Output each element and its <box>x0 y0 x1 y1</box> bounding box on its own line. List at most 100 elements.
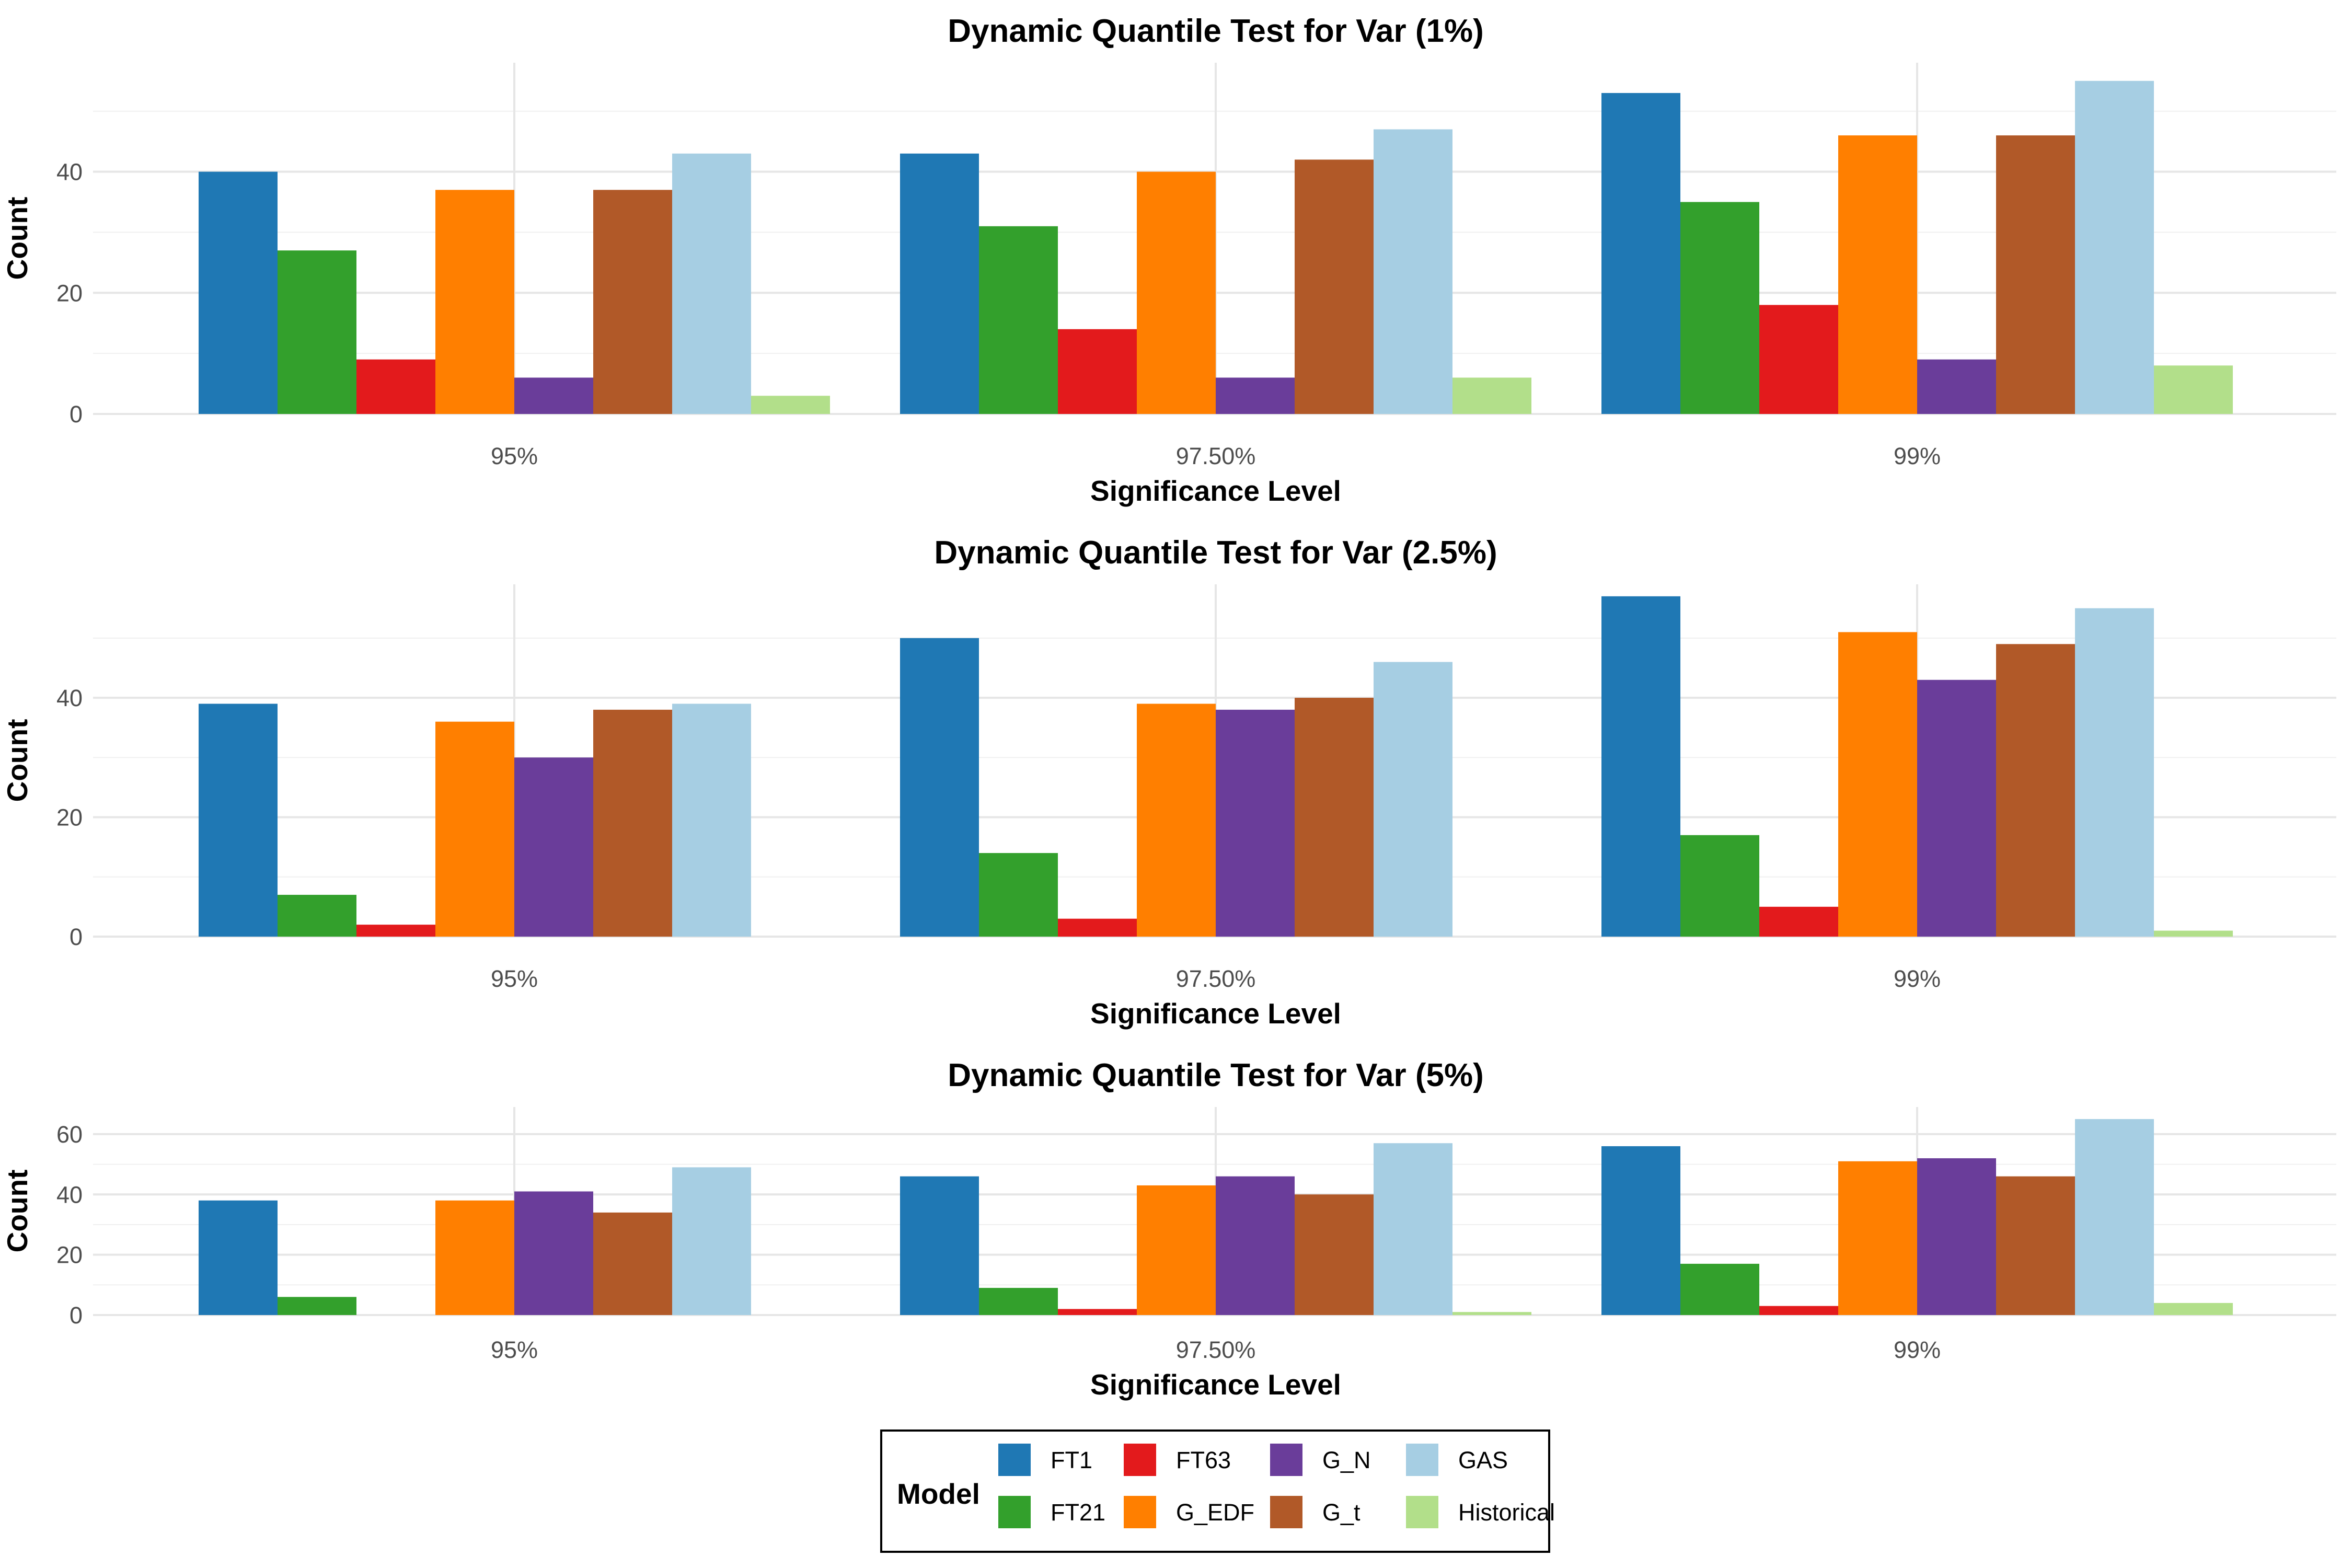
x-tick-label: 99% <box>1894 443 1941 469</box>
y-tick-label: 20 <box>56 1242 83 1269</box>
bar-G_t-95% <box>593 190 672 414</box>
bar-FT1-97.50% <box>900 638 979 937</box>
x-tick-label: 97.50% <box>1176 965 1256 992</box>
bar-FT63-99% <box>1759 1306 1838 1315</box>
bar-FT21-99% <box>1680 835 1759 937</box>
x-axis-title: Significance Level <box>1090 997 1341 1030</box>
y-tick-label: 20 <box>56 280 83 306</box>
legend-label-FT63: FT63 <box>1176 1447 1231 1473</box>
y-tick-label: 60 <box>56 1121 83 1148</box>
legend-swatch-G_N <box>1270 1444 1302 1476</box>
legend-swatch-GAS <box>1406 1444 1438 1476</box>
bar-G_EDF-97.50% <box>1137 171 1216 414</box>
bar-G_N-95% <box>514 757 593 937</box>
bar-FT21-97.50% <box>979 853 1058 937</box>
bar-Historical-97.50% <box>1452 377 1531 414</box>
x-tick-label: 97.50% <box>1176 443 1256 469</box>
legend-label-Historical: Historical <box>1458 1499 1555 1526</box>
bar-FT1-99% <box>1601 596 1680 937</box>
bar-Historical-99% <box>2154 365 2233 414</box>
chart-panel-2: 0 20 40 95% 97.50% 99% Dynamic Quantile Test f… <box>1 535 2336 1030</box>
bar-FT63-97.50% <box>1058 329 1137 414</box>
y-axis-title: Count <box>1 719 33 802</box>
bar-G_N-99% <box>1917 359 1996 414</box>
bar-GAS-97.50% <box>1374 129 1452 414</box>
bar-FT21-95% <box>278 895 356 937</box>
bar-FT63-99% <box>1759 906 1838 937</box>
y-tick-label: 40 <box>56 1181 83 1208</box>
bar-G_EDF-95% <box>435 190 514 414</box>
legend-label-FT21: FT21 <box>1051 1499 1105 1526</box>
x-tick-label: 97.50% <box>1176 1336 1256 1363</box>
chart-title: Dynamic Quantile Test for Var (1%) <box>948 13 1484 49</box>
bar-G_t-99% <box>1996 135 2075 414</box>
x-tick-label: 99% <box>1894 965 1941 992</box>
bar-G_EDF-99% <box>1838 1161 1917 1315</box>
legend-label-GAS: GAS <box>1458 1447 1508 1473</box>
bar-GAS-95% <box>672 153 751 414</box>
legend: Model FT1 FT21 FT63 G_EDF G_N G_t GAS Historica… <box>880 1429 1555 1553</box>
bar-FT1-95% <box>199 171 278 414</box>
bar-GAS-95% <box>672 1167 751 1315</box>
x-tick-label: 95% <box>491 443 538 469</box>
chart-panels: 0 20 40 95% 97.50% 99% Dynamic Quantile Test f… <box>1 13 2336 1401</box>
legend-label-G_N: G_N <box>1322 1447 1371 1473</box>
legend-label-G_t: G_t <box>1322 1499 1361 1526</box>
bar-FT21-95% <box>278 250 356 414</box>
bar-G_t-97.50% <box>1295 1194 1374 1315</box>
bar-FT63-97.50% <box>1058 1309 1137 1315</box>
legend-swatch-G_t <box>1270 1496 1302 1528</box>
bar-G_N-99% <box>1917 679 1996 937</box>
legend-swatch-Historical <box>1406 1496 1438 1528</box>
bar-FT1-99% <box>1601 1146 1680 1315</box>
bar-G_t-97.50% <box>1295 159 1374 414</box>
bar-FT63-95% <box>356 925 435 937</box>
bar-FT1-97.50% <box>900 153 979 414</box>
bar-Historical-95% <box>751 396 830 414</box>
bar-G_EDF-97.50% <box>1137 1185 1216 1315</box>
bar-FT21-97.50% <box>979 1288 1058 1315</box>
chart-panel-3: 0 20 40 60 95% 97.50% 99% Dynamic Quantile Test… <box>1 1057 2336 1401</box>
bar-GAS-99% <box>2075 1119 2154 1315</box>
bar-FT21-99% <box>1680 202 1759 414</box>
bar-G_EDF-99% <box>1838 135 1917 414</box>
bar-G_EDF-95% <box>435 721 514 937</box>
y-tick-label: 0 <box>70 401 83 428</box>
bar-GAS-99% <box>2075 608 2154 937</box>
chart-panel-1: 0 20 40 95% 97.50% 99% Dynamic Quantile Test f… <box>1 13 2336 507</box>
bar-GAS-95% <box>672 704 751 937</box>
legend-items: FT1 FT21 FT63 G_EDF G_N G_t GAS Historical <box>998 1444 1555 1528</box>
bar-G_EDF-95% <box>435 1200 514 1315</box>
bar-G_t-95% <box>593 709 672 937</box>
chart-title: Dynamic Quantile Test for Var (2.5%) <box>934 535 1497 571</box>
x-tick-label: 99% <box>1894 1336 1941 1363</box>
y-axis-title: Count <box>1 1170 33 1253</box>
bar-G_t-99% <box>1996 644 2075 937</box>
bar-G_N-97.50% <box>1216 1176 1295 1315</box>
x-axis-title: Significance Level <box>1090 475 1341 507</box>
legend-label-FT1: FT1 <box>1051 1447 1092 1473</box>
x-tick-label: 95% <box>491 1336 538 1363</box>
bar-G_N-99% <box>1917 1158 1996 1315</box>
x-axis-title: Significance Level <box>1090 1368 1341 1401</box>
legend-swatch-FT1 <box>998 1444 1031 1476</box>
bar-G_N-97.50% <box>1216 377 1295 414</box>
legend-swatch-FT63 <box>1124 1444 1156 1476</box>
y-tick-label: 40 <box>56 685 83 711</box>
bar-GAS-97.50% <box>1374 662 1452 937</box>
bar-FT21-97.50% <box>979 226 1058 414</box>
y-tick-label: 0 <box>70 1302 83 1329</box>
bar-G_N-95% <box>514 1191 593 1315</box>
chart-title: Dynamic Quantile Test for Var (5%) <box>948 1057 1484 1093</box>
bar-Historical-97.50% <box>1452 1312 1531 1315</box>
x-tick-label: 95% <box>491 965 538 992</box>
bar-FT1-95% <box>199 704 278 937</box>
bar-G_EDF-97.50% <box>1137 704 1216 937</box>
y-axis-title: Count <box>1 197 33 280</box>
bar-FT63-97.50% <box>1058 918 1137 937</box>
bar-FT1-97.50% <box>900 1176 979 1315</box>
bar-FT1-95% <box>199 1200 278 1315</box>
bar-GAS-97.50% <box>1374 1143 1452 1315</box>
y-tick-label: 20 <box>56 804 83 831</box>
